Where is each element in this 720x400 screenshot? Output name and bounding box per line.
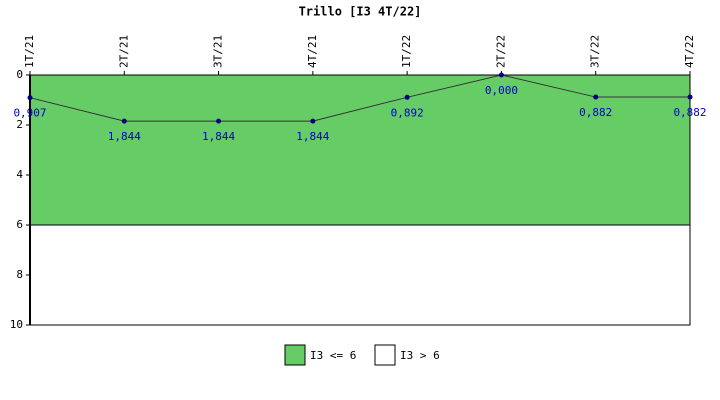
- x-tick-label: 1T/21: [23, 35, 36, 68]
- y-tick-label: 2: [16, 118, 23, 131]
- band: [29, 224, 691, 326]
- x-tick-label: 4T/22: [683, 35, 696, 68]
- legend-swatch: [374, 344, 396, 366]
- data-label: 0,882: [579, 106, 612, 119]
- y-tick-label: 4: [16, 168, 23, 181]
- x-tick-label: 2T/22: [494, 35, 507, 68]
- x-tick-label: 3T/21: [212, 35, 225, 68]
- point: [687, 94, 693, 100]
- point: [498, 72, 504, 78]
- data-label: 0,000: [485, 84, 518, 97]
- y-tick-label: 8: [16, 268, 23, 281]
- legend-label: I3 <= 6: [310, 349, 356, 362]
- legend-swatch: [284, 344, 306, 366]
- x-tick-label: 3T/22: [589, 35, 602, 68]
- legend-label: I3 > 6: [400, 349, 440, 362]
- data-label: 1,844: [202, 130, 235, 143]
- x-tick-label: 1T/22: [400, 35, 413, 68]
- y-tick-label: 10: [10, 318, 23, 331]
- data-label: 1,844: [296, 130, 329, 143]
- point: [593, 94, 599, 100]
- x-tick-label: 2T/21: [117, 35, 130, 68]
- point: [404, 94, 410, 100]
- data-label: 0,892: [391, 106, 424, 119]
- point: [27, 95, 33, 101]
- data-label: 0,882: [673, 106, 706, 119]
- chart-title: Trillo [I3 4T/22]: [299, 5, 422, 19]
- series-line: [29, 74, 690, 122]
- band: [29, 74, 691, 226]
- data-label: 1,844: [108, 130, 141, 143]
- point: [216, 118, 222, 124]
- point: [121, 118, 127, 124]
- x-tick-label: 4T/21: [306, 35, 319, 68]
- point: [310, 118, 316, 124]
- data-label: 0,907: [13, 107, 46, 120]
- y-tick-label: 6: [16, 218, 23, 231]
- y-tick-label: 0: [16, 68, 23, 81]
